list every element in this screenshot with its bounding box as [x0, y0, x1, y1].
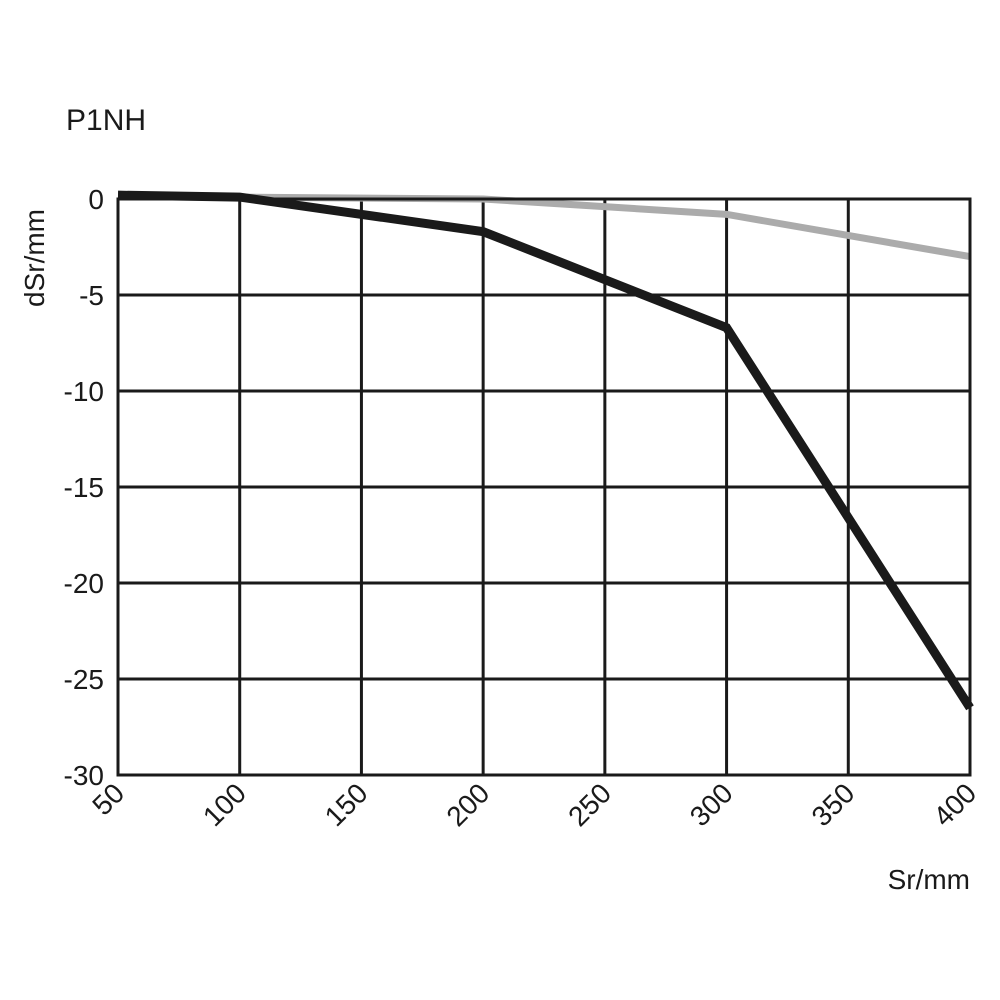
y-tick-labels: 0 -5 -10 -15 -20 -25 -30 — [64, 184, 104, 791]
y-tick-label: 0 — [88, 184, 104, 215]
x-tick-label: 200 — [440, 777, 495, 832]
y-tick-label: -25 — [64, 664, 104, 695]
x-tick-label: 150 — [319, 777, 374, 832]
x-tick-label: 100 — [197, 777, 252, 832]
y-tick-label: -10 — [64, 376, 104, 407]
x-tick-label: 300 — [684, 777, 739, 832]
y-axis-label: dSr/mm — [19, 209, 50, 307]
x-axis-label: Sr/mm — [888, 864, 970, 895]
y-tick-label: -5 — [79, 280, 104, 311]
series-lines — [117, 190, 974, 711]
x-tick-label: 250 — [562, 777, 617, 832]
y-tick-label: -20 — [64, 568, 104, 599]
x-tick-labels: 50 100 150 200 250 300 350 400 — [86, 777, 982, 832]
y-tick-label: -15 — [64, 472, 104, 503]
grid — [116, 197, 972, 777]
x-tick-label: 400 — [927, 777, 982, 832]
chart-title: P1NH — [66, 104, 146, 137]
plot-frame — [116, 197, 972, 777]
y-tick-label: -30 — [64, 760, 104, 791]
x-tick-label: 350 — [806, 777, 861, 832]
series-line-1 — [117, 191, 971, 261]
series-line-2 — [117, 190, 974, 711]
